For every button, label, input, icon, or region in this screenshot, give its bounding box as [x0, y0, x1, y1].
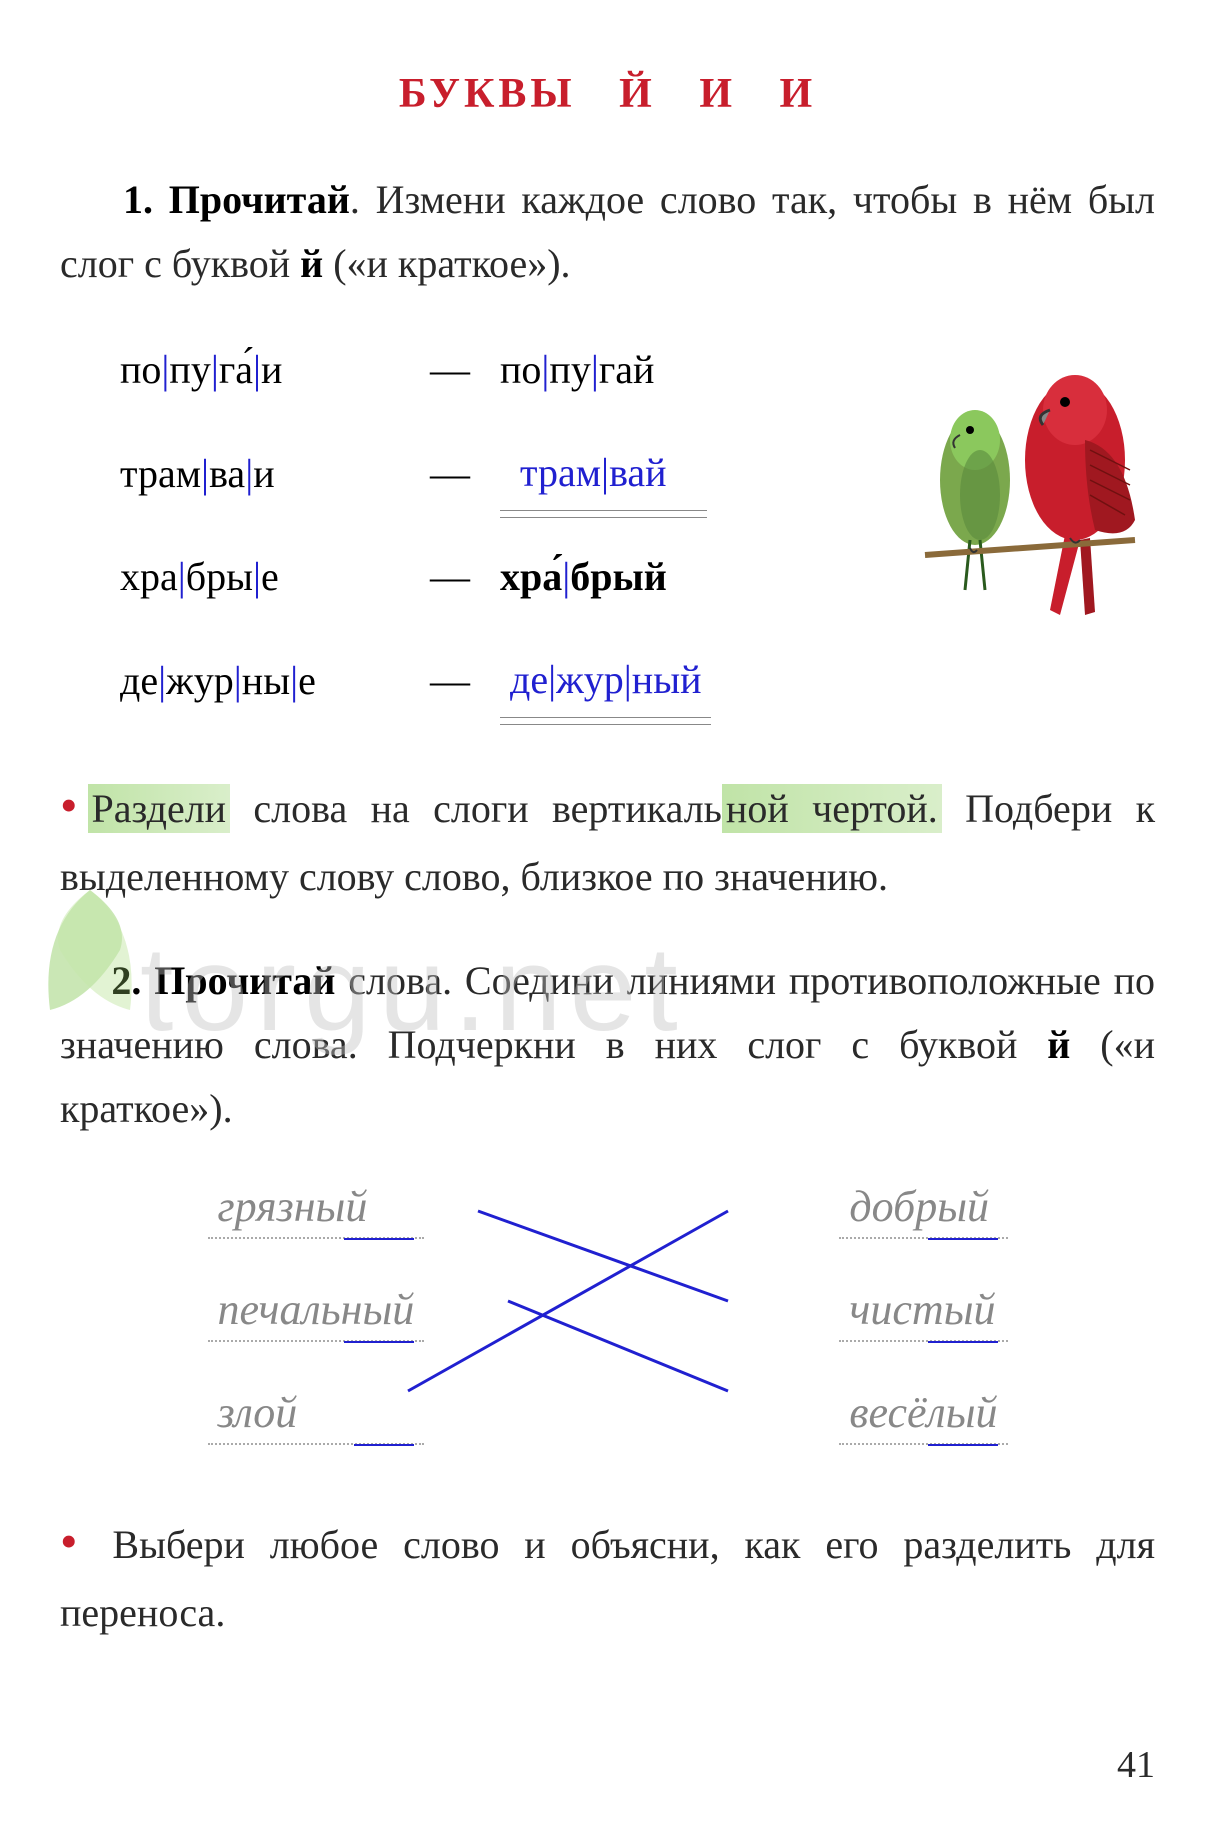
exercise-1-number: 1. — [123, 177, 153, 222]
cursive-matching: грязный печальный злой добрый чистый вес… — [208, 1181, 1008, 1461]
underline — [344, 1238, 414, 1240]
cursive-left-col: грязный печальный злой — [208, 1181, 425, 1490]
dash: — — [430, 533, 470, 621]
dash: — — [430, 430, 470, 518]
word-right-2: хра́|брый — [500, 533, 667, 621]
word-right-0: по|пу|гай — [500, 326, 654, 414]
title-conj: И — [699, 71, 736, 117]
cursive-right-0-text: добрый — [849, 1182, 989, 1231]
cursive-right-1-text: чистый — [849, 1285, 995, 1334]
word-right-3: де|жур|ный — [500, 636, 711, 725]
cursive-left-0: грязный — [208, 1181, 425, 1239]
word-left-3: де|жур|ны|е — [120, 637, 400, 725]
underline — [928, 1238, 998, 1240]
underline — [928, 1341, 998, 1343]
word-left-2: хра|бры|е — [120, 533, 400, 621]
bullet-icon: • — [60, 1513, 78, 1569]
note-2: • Выбери любое слово и объясни, как его … — [60, 1501, 1155, 1645]
cursive-right-2: весёлый — [839, 1387, 1007, 1445]
title-letter-2: И — [780, 71, 817, 117]
bullet-icon: • — [60, 777, 78, 833]
word-row-0: по|пу|га́|и — по|пу|гай — [120, 326, 1155, 414]
cursive-right-col: добрый чистый весёлый — [839, 1181, 1007, 1490]
dash: — — [430, 326, 470, 414]
cursive-left-1: печальный — [208, 1284, 425, 1342]
exercise-2: 2. Прочитай слова. Соедини ли­ниями прот… — [60, 949, 1155, 1141]
cursive-left-0-text: грязный — [218, 1182, 368, 1231]
cursive-left-2-text: злой — [218, 1388, 298, 1437]
word-right-1: трам|вай — [500, 429, 707, 518]
title-letter-1: Й — [619, 71, 656, 117]
cursive-right-2-text: весёлый — [849, 1388, 997, 1437]
dash: — — [430, 637, 470, 725]
cursive-left-2: злой — [208, 1387, 425, 1445]
word-row-1: трам|ва|и — трам|вай — [120, 429, 1155, 518]
exercise-1: 1. Прочитай. Измени каждое слово так, чт… — [60, 168, 1155, 296]
note-2-text: Выбери любое слово и объясни, как его ра… — [60, 1522, 1155, 1635]
underline — [928, 1444, 998, 1446]
page-title: БУКВЫ Й И И — [60, 70, 1155, 118]
underline — [344, 1341, 414, 1343]
exercise-2-title: Прочитай — [154, 958, 335, 1003]
title-prefix: БУКВЫ — [399, 71, 576, 117]
page-number: 41 — [1117, 1743, 1155, 1787]
cursive-left-1-text: печальный — [218, 1285, 415, 1334]
cursive-right-0: добрый — [839, 1181, 1007, 1239]
exercise-1-bold: й — [300, 241, 323, 286]
exercise-2-bold: й — [1047, 1022, 1070, 1067]
exercise-1-title: Прочитай — [169, 177, 350, 222]
underline — [354, 1444, 414, 1446]
cursive-right-1: чистый — [839, 1284, 1007, 1342]
word-left-1: трам|ва|и — [120, 430, 400, 518]
note-1-text: Раздели слова на слоги вертикаль­ной чер… — [60, 784, 1155, 899]
note-1: •Раздели слова на слоги вертикаль­ной че… — [60, 765, 1155, 909]
word-left-0: по|пу|га́|и — [120, 326, 400, 414]
exercise-1-end: («и краткое»). — [323, 241, 570, 286]
word-row-2: хра|бры|е — хра́|брый — [120, 533, 1155, 621]
word-row-3: де|жур|ны|е — де|жур|ный — [120, 636, 1155, 725]
